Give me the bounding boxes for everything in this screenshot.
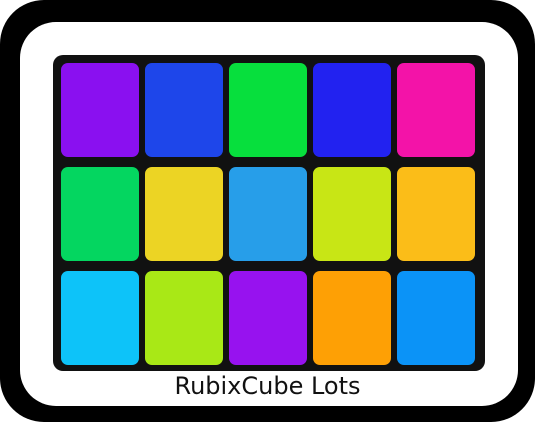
tile-grid xyxy=(53,55,485,371)
tile-magenta xyxy=(397,63,475,157)
tile-cyan xyxy=(61,271,139,365)
tile-yellow-green xyxy=(145,271,223,365)
tile-emerald xyxy=(61,167,139,261)
tile-lime xyxy=(313,167,391,261)
tile-blue xyxy=(145,63,223,157)
tile-purple xyxy=(229,271,307,365)
tile-yellow xyxy=(145,167,223,261)
tile-royal-blue xyxy=(313,63,391,157)
caption-title: RubixCube Lots xyxy=(174,372,361,400)
tile-green xyxy=(229,63,307,157)
tile-amber xyxy=(397,167,475,261)
tile-azure xyxy=(397,271,475,365)
tile-violet xyxy=(61,63,139,157)
tile-sky-blue xyxy=(229,167,307,261)
tile-orange xyxy=(313,271,391,365)
